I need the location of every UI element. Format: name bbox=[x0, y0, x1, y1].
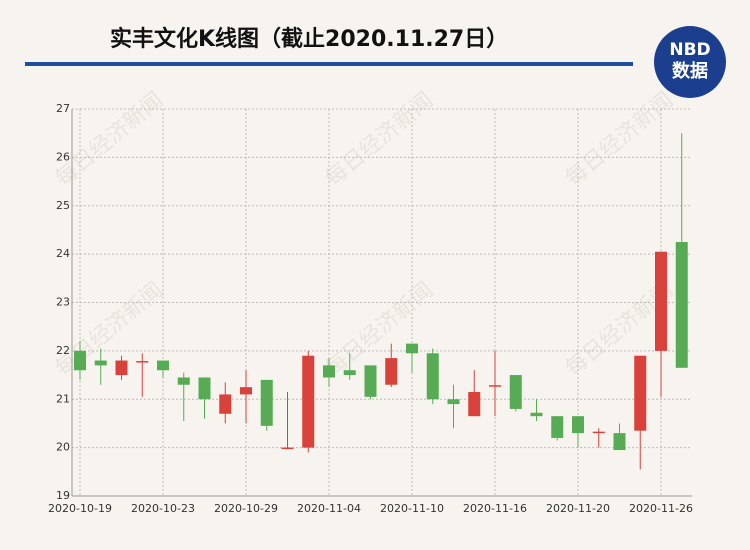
x-tick-label: 2020-10-23 bbox=[131, 502, 195, 515]
title-rule bbox=[25, 62, 633, 66]
candle-body bbox=[634, 355, 647, 431]
candle-body bbox=[509, 375, 522, 409]
y-tick-label: 25 bbox=[56, 199, 70, 212]
candle-body bbox=[94, 360, 107, 366]
x-tick-label: 2020-11-26 bbox=[629, 502, 693, 515]
candle-body bbox=[592, 431, 605, 434]
candle-body bbox=[530, 412, 543, 417]
candle-body bbox=[343, 370, 356, 376]
y-tick-label: 19 bbox=[56, 489, 70, 502]
candle-body bbox=[364, 365, 377, 397]
y-tick-label: 26 bbox=[56, 150, 70, 163]
candle-body bbox=[551, 416, 564, 438]
candle-body bbox=[406, 343, 418, 354]
candle-body bbox=[198, 377, 211, 400]
candle-body bbox=[74, 350, 86, 371]
logo-top: NBD bbox=[669, 40, 710, 60]
candle-body bbox=[177, 377, 190, 385]
y-tick-label: 23 bbox=[56, 296, 70, 309]
candle-body bbox=[675, 242, 688, 368]
candle-body bbox=[447, 399, 460, 405]
x-tick-label: 2020-11-04 bbox=[297, 502, 361, 515]
candle-body bbox=[157, 360, 169, 371]
candle-body bbox=[385, 358, 398, 385]
candle-body bbox=[655, 251, 667, 351]
x-tick-label: 2020-11-10 bbox=[380, 502, 444, 515]
candle-body bbox=[468, 391, 481, 417]
candle-body bbox=[281, 447, 294, 450]
candle-body bbox=[613, 433, 626, 451]
y-tick-label: 21 bbox=[56, 392, 70, 405]
candle-body bbox=[136, 361, 149, 363]
x-tick-label: 2020-11-20 bbox=[546, 502, 610, 515]
y-tick-label: 27 bbox=[56, 102, 70, 115]
logo-bottom: 数据 bbox=[672, 60, 708, 82]
y-tick-label: 20 bbox=[56, 441, 70, 454]
chart-title: 实丰文化K线图（截止2020.11.27日） bbox=[110, 26, 508, 52]
logo bbox=[654, 26, 726, 98]
candle-body bbox=[260, 379, 273, 426]
candle-body bbox=[115, 360, 128, 376]
x-tick-label: 2020-10-29 bbox=[214, 502, 278, 515]
candle-body bbox=[489, 385, 501, 387]
y-tick-label: 24 bbox=[56, 247, 70, 260]
x-tick-label: 2020-10-19 bbox=[48, 502, 112, 515]
candle-body bbox=[302, 355, 315, 448]
x-tick-label: 2020-11-16 bbox=[463, 502, 527, 515]
candle-body bbox=[219, 394, 232, 414]
y-tick-label: 22 bbox=[56, 344, 70, 357]
candle-body bbox=[323, 365, 335, 378]
candle-body bbox=[572, 416, 584, 434]
candle-body bbox=[426, 353, 439, 400]
candle-body bbox=[240, 387, 252, 395]
